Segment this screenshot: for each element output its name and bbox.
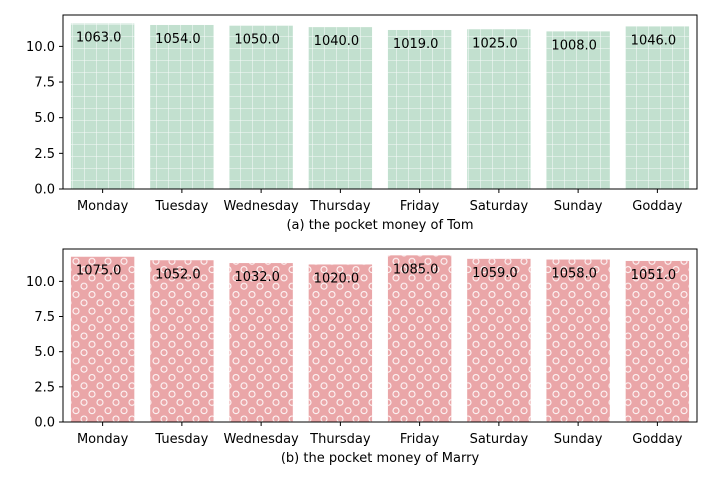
bar-hatch-godday [625, 26, 690, 189]
bar-value-label: 1054.0 [155, 32, 201, 47]
bar-hatch-saturday [467, 29, 531, 189]
bar-value-label: 1085.0 [393, 262, 439, 277]
bar-hatch-sunday [546, 31, 610, 189]
x-tick-label: Tuesday [154, 432, 208, 447]
x-tick-label: Tuesday [154, 199, 208, 214]
bar-value-label: 1019.0 [393, 37, 439, 52]
bar-hatch-thursday [308, 27, 373, 189]
x-tick-label: Wednesday [223, 432, 299, 447]
y-tick-label: 5.0 [34, 111, 55, 126]
bar-value-label: 1008.0 [551, 38, 597, 53]
y-tick-label: 5.0 [34, 345, 55, 360]
x-tick-label: Sunday [554, 432, 603, 447]
x-tick-label: Wednesday [223, 199, 299, 214]
caption-marry: (b) the pocket money of Marry [281, 451, 480, 466]
bar-hatch-tuesday [150, 24, 214, 189]
y-tick-label: 0.0 [34, 416, 55, 431]
axes-frame-tom [62, 14, 698, 190]
bar-value-label: 1032.0 [234, 270, 279, 285]
bar-value-label: 1050.0 [234, 33, 279, 48]
bars-tom [70, 23, 690, 190]
y-tick-label: 10.0 [26, 40, 55, 55]
bar-value-label: 1059.0 [472, 266, 518, 281]
bar-hatch-monday [70, 256, 135, 422]
bar-value-label: 1046.0 [631, 33, 677, 48]
bar-hatch-tuesday [150, 260, 214, 422]
bar-labels-marry: 1075.0 1052.0 1032.0 1020.0 1085.0 1059.0 1058… [76, 262, 676, 286]
bar-value-label: 1020.0 [314, 271, 360, 286]
y-tick-label: 0.0 [34, 183, 55, 198]
bar-value-label: 1052.0 [155, 267, 201, 282]
x-tick-label: Friday [400, 199, 440, 214]
bar-value-label: 1025.0 [472, 36, 518, 51]
y-tick-label: 7.5 [34, 76, 55, 91]
x-tick-label: Thursday [309, 432, 371, 447]
x-tick-label: Godday [632, 199, 682, 214]
y-tick-label: 2.5 [34, 380, 55, 395]
x-tick-label: Saturday [470, 432, 529, 447]
axes-frame-marry [62, 248, 698, 423]
y-tick-label: 2.5 [34, 147, 55, 162]
bars-marry [70, 255, 690, 422]
x-ticks-marry: Monday Tuesday Wednesday Thursday Friday Satu… [77, 422, 683, 447]
x-ticks-tom: Monday Tuesday Wednesday Thursday Friday Satu… [77, 189, 683, 214]
bar-labels-tom: 1063.0 1054.0 1050.0 1040.0 1019.0 1025.0 1008… [76, 31, 676, 54]
bar-hatch-sunday [546, 259, 610, 422]
bar-hatch-saturday [467, 258, 531, 422]
x-tick-label: Thursday [309, 199, 371, 214]
y-tick-label: 10.0 [26, 275, 55, 290]
x-tick-label: Saturday [470, 199, 529, 214]
y-ticks-marry: 0.0 2.5 5.0 7.5 10.0 [26, 275, 63, 431]
x-tick-label: Friday [400, 432, 440, 447]
y-ticks-tom: 0.0 2.5 5.0 7.5 10.0 [26, 40, 63, 198]
bar-hatch-friday [387, 29, 452, 190]
y-tick-label: 7.5 [34, 310, 55, 325]
caption-tom: (a) the pocket money of Tom [286, 218, 473, 233]
bar-hatch-godday [625, 260, 690, 422]
bar-value-label: 1040.0 [314, 34, 360, 49]
x-tick-label: Sunday [554, 199, 603, 214]
x-tick-label: Monday [77, 432, 129, 447]
bar-hatch-wednesday [229, 263, 293, 422]
bar-hatch-wednesday [229, 25, 293, 190]
bar-value-label: 1063.0 [76, 31, 122, 46]
bar-value-label: 1058.0 [551, 267, 597, 282]
bar-value-label: 1051.0 [631, 268, 677, 283]
x-tick-label: Monday [77, 199, 129, 214]
bar-value-label: 1075.0 [76, 264, 122, 279]
chart-tom: 1063.0 1054.0 1050.0 1040.0 1019.0 1025.0 1008… [26, 14, 698, 233]
x-tick-label: Godday [632, 432, 682, 447]
chart-marry: 1075.0 1052.0 1032.0 1020.0 1085.0 1059.0 1058… [26, 248, 698, 466]
bar-hatch-monday [70, 23, 135, 190]
bar-hatch-friday [387, 255, 452, 422]
bar-hatch-thursday [308, 264, 373, 422]
